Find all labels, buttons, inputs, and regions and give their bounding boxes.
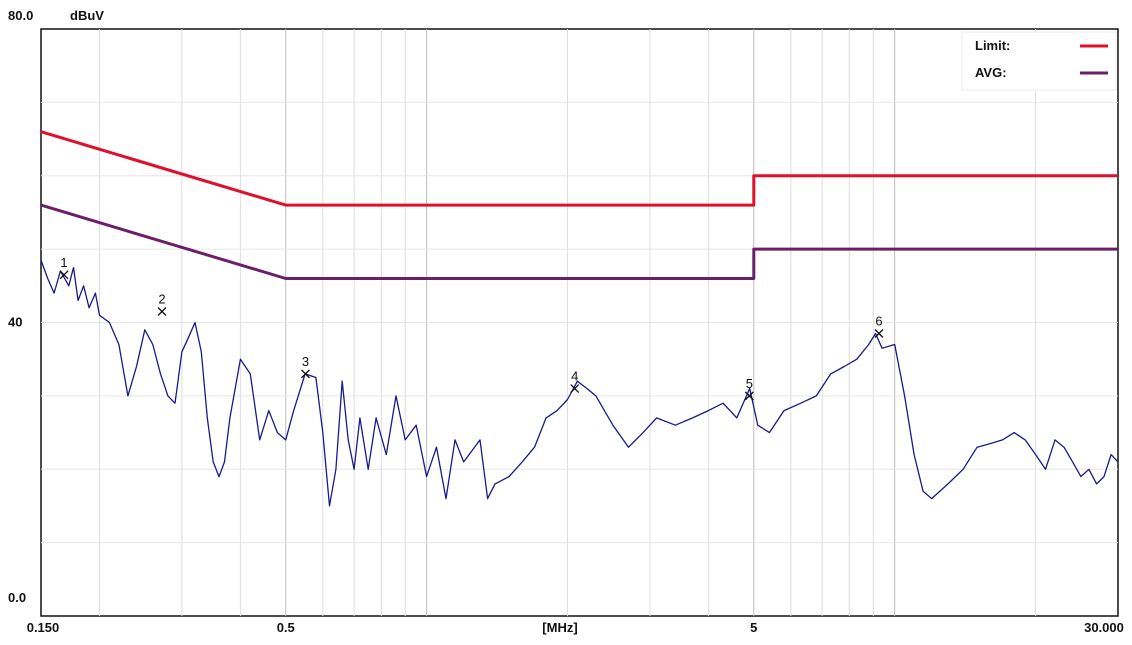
- series-layer: [40, 130, 1119, 507]
- peak-marker: 4: [570, 369, 580, 393]
- marker-label: 5: [746, 376, 753, 391]
- limit-line: [40, 130, 1118, 207]
- avg-limit-line: [40, 203, 1118, 280]
- y-tick-label: 0.0: [8, 590, 26, 605]
- measurement-trace: [40, 259, 1119, 507]
- x-tick-label: 0.5: [277, 620, 295, 635]
- marker-cross: [301, 369, 310, 379]
- y-tick-label: 40: [8, 315, 22, 330]
- marker-label: 6: [875, 314, 882, 329]
- marker-label: 2: [158, 291, 165, 306]
- legend-label: Limit:: [975, 38, 1010, 53]
- marker-cross: [157, 307, 167, 316]
- marker-label: 4: [571, 369, 578, 384]
- marker-cross: [59, 270, 69, 280]
- legend: Limit: AVG:: [961, 31, 1117, 91]
- axis-layer: dBuV [MHz] 0.150 0.5 5 30.000 80.0 40 0.0: [8, 8, 1124, 635]
- peak-marker: 2: [157, 291, 167, 316]
- marker-layer: 1 2 3 4 5 6: [59, 255, 884, 401]
- legend-label: AVG:: [975, 65, 1007, 80]
- x-tick-label: 30.000: [1084, 620, 1124, 635]
- marker-cross: [570, 384, 580, 393]
- peak-marker: 3: [301, 354, 310, 379]
- marker-cross: [744, 391, 754, 401]
- y-tick-label: 80.0: [8, 8, 33, 23]
- grid-layer: [41, 29, 1118, 616]
- marker-label: 3: [302, 354, 309, 369]
- x-tick-label: 5: [750, 620, 757, 635]
- x-axis-label: [MHz]: [542, 620, 577, 635]
- peak-marker: 5: [744, 376, 754, 401]
- peak-marker: 1: [59, 255, 69, 280]
- y-unit-label: dBuV: [70, 8, 104, 23]
- x-tick-label: 0.150: [27, 620, 60, 635]
- peak-marker: 6: [874, 314, 884, 338]
- marker-label: 1: [60, 255, 67, 270]
- legend-box: [961, 31, 1117, 91]
- marker-cross: [874, 329, 884, 338]
